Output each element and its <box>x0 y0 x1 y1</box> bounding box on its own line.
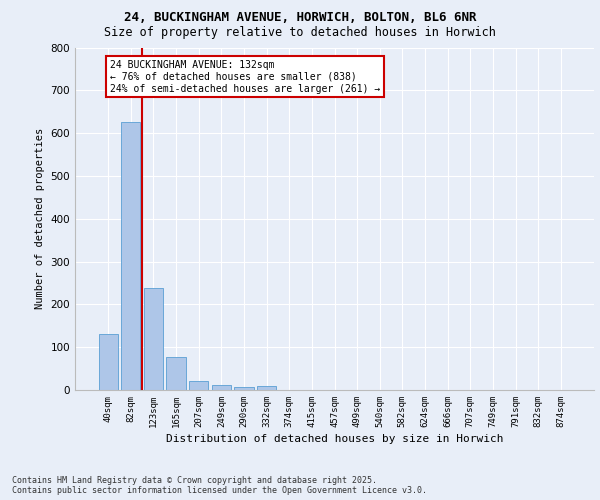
Bar <box>212 385 231 390</box>
Bar <box>98 334 118 390</box>
Text: 24, BUCKINGHAM AVENUE, HORWICH, BOLTON, BL6 6NR: 24, BUCKINGHAM AVENUE, HORWICH, BOLTON, … <box>124 11 476 24</box>
Bar <box>235 386 254 390</box>
Bar <box>121 122 140 390</box>
Bar <box>257 386 276 390</box>
Bar <box>166 356 186 390</box>
Bar <box>144 288 163 390</box>
Y-axis label: Number of detached properties: Number of detached properties <box>35 128 45 310</box>
Text: 24 BUCKINGHAM AVENUE: 132sqm
← 76% of detached houses are smaller (838)
24% of s: 24 BUCKINGHAM AVENUE: 132sqm ← 76% of de… <box>110 60 380 94</box>
X-axis label: Distribution of detached houses by size in Horwich: Distribution of detached houses by size … <box>166 434 503 444</box>
Text: Contains HM Land Registry data © Crown copyright and database right 2025.
Contai: Contains HM Land Registry data © Crown c… <box>12 476 427 495</box>
Bar <box>189 380 208 390</box>
Text: Size of property relative to detached houses in Horwich: Size of property relative to detached ho… <box>104 26 496 39</box>
